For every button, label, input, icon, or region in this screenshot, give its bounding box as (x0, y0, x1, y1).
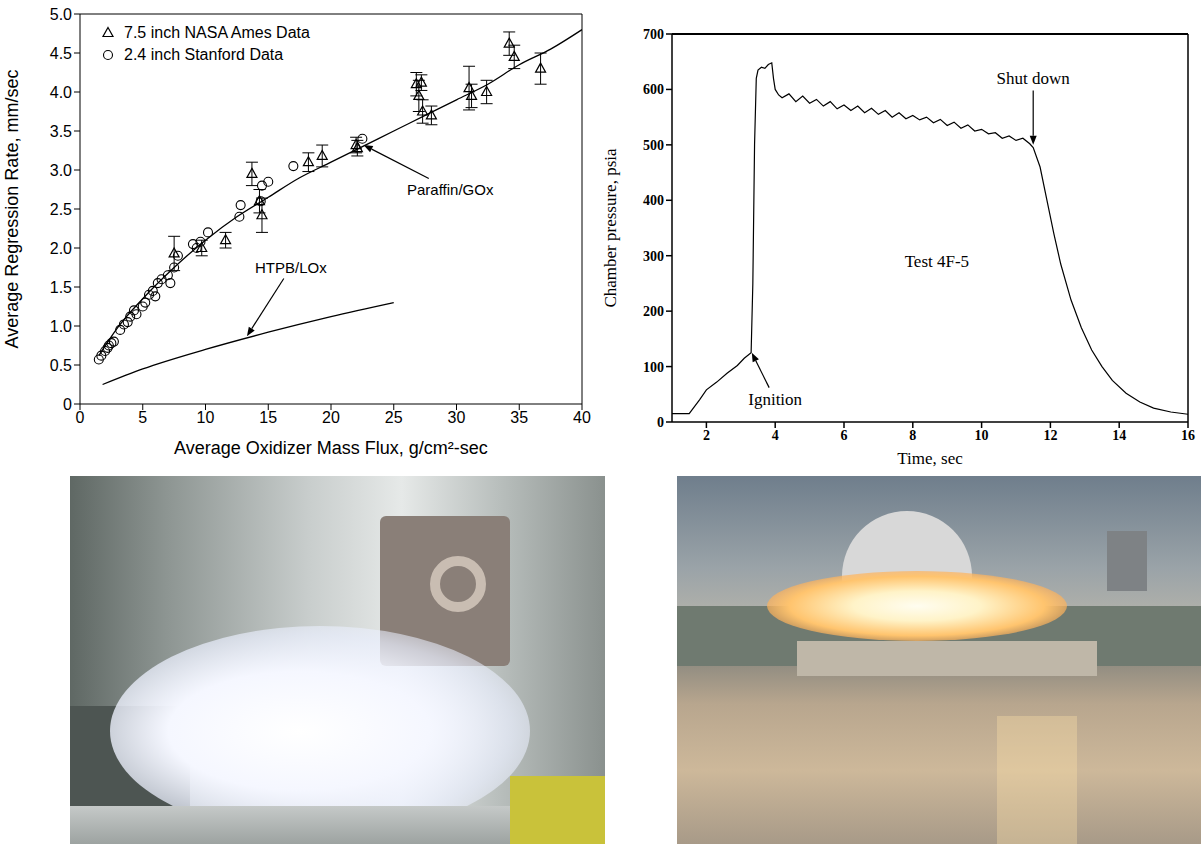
svg-text:400: 400 (643, 193, 664, 208)
svg-text:1.0: 1.0 (50, 318, 72, 335)
svg-text:300: 300 (643, 249, 664, 264)
svg-text:0: 0 (63, 396, 72, 413)
svg-text:Average Oxidizer Mass Flux, g/: Average Oxidizer Mass Flux, g/cm²-sec (174, 438, 488, 458)
svg-text:Paraffin/GOx: Paraffin/GOx (407, 181, 494, 198)
svg-text:3.5: 3.5 (50, 123, 72, 140)
svg-text:600: 600 (643, 82, 664, 97)
svg-text:200: 200 (643, 304, 664, 319)
svg-text:Time, sec: Time, sec (897, 449, 963, 468)
html-text:7.5 inch NASA Ames Data: 7.5 inch NASA Ames Data (124, 24, 310, 41)
svg-text:12: 12 (1043, 428, 1057, 443)
svg-text:100: 100 (643, 360, 664, 375)
svg-text:4.0: 4.0 (50, 84, 72, 101)
svg-text:16: 16 (1181, 428, 1195, 443)
svg-text:4.5: 4.5 (50, 45, 72, 62)
svg-text:2.0: 2.0 (50, 240, 72, 257)
svg-text:Average Regression Rate, mm/se: Average Regression Rate, mm/sec (2, 70, 22, 349)
svg-text:0: 0 (657, 415, 664, 430)
svg-text:8: 8 (909, 428, 916, 443)
svg-text:2.5: 2.5 (50, 201, 72, 218)
svg-text:6: 6 (841, 428, 848, 443)
svg-text:30: 30 (448, 409, 466, 426)
svg-text:15: 15 (259, 409, 277, 426)
svg-text:Shut down: Shut down (997, 69, 1071, 88)
html-text:2.4 inch Stanford Data: 2.4 inch Stanford Data (124, 46, 284, 63)
svg-text:HTPB/LOx: HTPB/LOx (255, 259, 327, 276)
svg-text:10: 10 (975, 428, 989, 443)
svg-text:3.0: 3.0 (50, 162, 72, 179)
svg-text:40: 40 (573, 409, 591, 426)
svg-text:500: 500 (643, 138, 664, 153)
svg-text:35: 35 (510, 409, 528, 426)
svg-text:Ignition: Ignition (748, 390, 802, 409)
svg-text:Chamber pressure, psia: Chamber pressure, psia (602, 148, 620, 308)
svg-text:0.5: 0.5 (50, 357, 72, 374)
svg-text:5: 5 (138, 409, 147, 426)
svg-text:4: 4 (772, 428, 779, 443)
svg-text:14: 14 (1112, 428, 1126, 443)
svg-text:20: 20 (322, 409, 340, 426)
svg-text:10: 10 (197, 409, 215, 426)
svg-text:25: 25 (385, 409, 403, 426)
svg-text:700: 700 (643, 27, 664, 42)
svg-text:Test 4F-5: Test 4F-5 (905, 252, 969, 271)
svg-text:1.5: 1.5 (50, 279, 72, 296)
svg-text:2: 2 (703, 428, 710, 443)
svg-text:0: 0 (76, 409, 85, 426)
svg-text:5.0: 5.0 (50, 6, 72, 23)
